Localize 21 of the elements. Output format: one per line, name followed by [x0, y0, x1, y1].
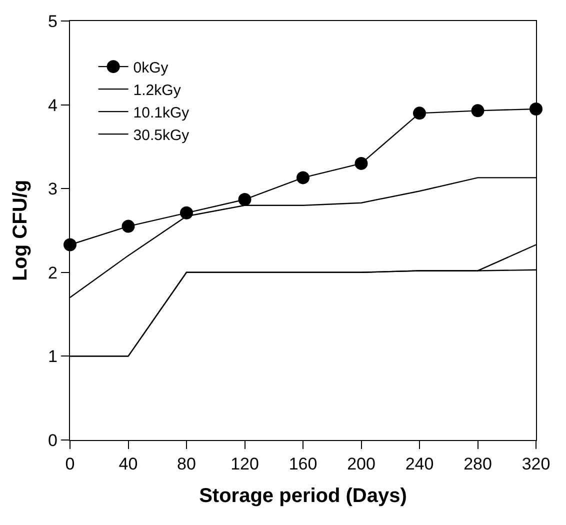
- x-tick-label: 240: [405, 454, 434, 474]
- x-tick-label: 80: [177, 454, 196, 474]
- y-axis-title: Log CFU/g: [10, 180, 32, 282]
- legend-label: 1.2kGy: [133, 82, 182, 99]
- x-tick-label: 160: [288, 454, 318, 474]
- y-tick-label: 0: [48, 430, 58, 450]
- legend-label: 30.5kGy: [133, 126, 190, 144]
- x-tick-label: 320: [522, 454, 550, 474]
- y-tick-label: 1: [48, 347, 58, 366]
- legend-label: 0kGy: [133, 59, 169, 76]
- legend-label: 10.1kGy: [133, 104, 190, 122]
- x-tick-label: 0: [65, 454, 75, 474]
- x-tick-label: 120: [230, 454, 259, 474]
- y-tick-label: 5: [48, 12, 58, 31]
- y-tick-label: 2: [48, 263, 58, 282]
- x-tick-label: 40: [118, 454, 138, 474]
- y-tick-label: 4: [48, 96, 58, 115]
- x-tick-label: 280: [464, 454, 492, 474]
- x-axis-title: Storage period (Days): [199, 485, 407, 507]
- y-tick-label: 3: [48, 180, 58, 199]
- x-tick-label: 200: [347, 454, 376, 474]
